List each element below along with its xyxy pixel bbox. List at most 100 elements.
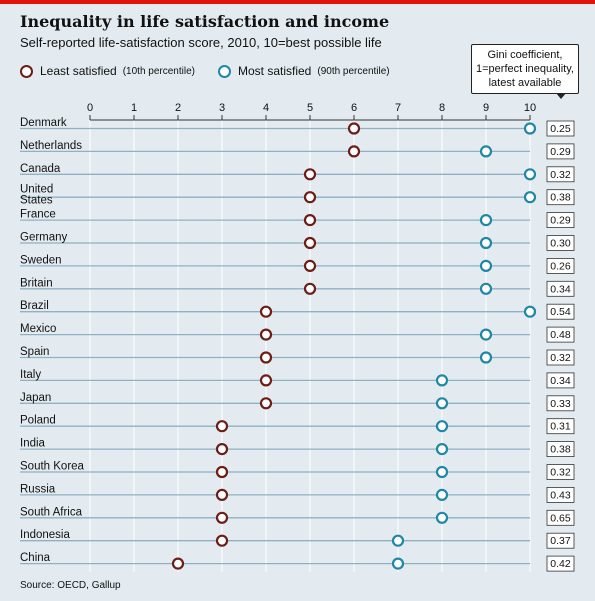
gini-value: 0.29 bbox=[550, 146, 571, 158]
most-satisfied-point bbox=[435, 511, 449, 524]
gini-note-line2: 1=perfect inequality, bbox=[476, 63, 574, 75]
country-label-line: Brazil bbox=[20, 300, 49, 312]
gini-value-box bbox=[546, 303, 575, 320]
country-label: Germany bbox=[20, 232, 68, 244]
most-satisfied-point bbox=[435, 465, 449, 479]
least-satisfied-point bbox=[259, 374, 273, 387]
most-satisfied-point bbox=[391, 534, 405, 547]
country-label: India bbox=[20, 438, 46, 450]
gini-value-box bbox=[546, 395, 575, 412]
country-label: Indonesia bbox=[20, 529, 70, 541]
accent-rule bbox=[0, 0, 595, 4]
most-satisfied-point bbox=[479, 328, 493, 341]
country-label-line: United bbox=[20, 184, 53, 196]
gini-value: 0.30 bbox=[550, 238, 571, 250]
country-label: Britain bbox=[20, 277, 53, 289]
gini-value-box bbox=[546, 189, 575, 206]
country-label: Russia bbox=[20, 483, 56, 495]
x-tick-label: 6 bbox=[351, 102, 357, 114]
country-label: Poland bbox=[20, 415, 56, 427]
gini-note-box: Gini coefficient, 1=perfect inequality, … bbox=[471, 44, 579, 94]
country-label: Netherlands bbox=[20, 140, 82, 152]
x-tick-label: 9 bbox=[483, 102, 489, 114]
legend-most-note: (90th percentile) bbox=[317, 65, 390, 77]
least-satisfied-point bbox=[347, 145, 361, 158]
country-label-line: Sweden bbox=[20, 254, 62, 266]
gini-value-box bbox=[546, 532, 575, 549]
country-label-line: South Korea bbox=[20, 461, 85, 473]
country-label-line: Germany bbox=[20, 232, 68, 244]
country-label: Sweden bbox=[20, 254, 62, 266]
country-label-line: Netherlands bbox=[20, 140, 82, 152]
most-satisfied-point bbox=[391, 557, 405, 570]
legend-most-marker bbox=[218, 64, 231, 78]
gini-value-box bbox=[546, 441, 575, 458]
country-label-line: Italy bbox=[20, 369, 41, 381]
gini-value-box bbox=[546, 555, 575, 572]
most-satisfied-point bbox=[435, 443, 449, 456]
most-satisfied-point bbox=[435, 420, 449, 433]
most-satisfied-point bbox=[479, 259, 493, 272]
x-tick-label: 5 bbox=[307, 102, 313, 114]
country-label-line: Mexico bbox=[20, 323, 56, 335]
least-satisfied-point bbox=[215, 511, 229, 524]
country-label-line: Britain bbox=[20, 277, 53, 289]
gini-value-box bbox=[546, 120, 575, 137]
x-tick-label: 3 bbox=[219, 102, 225, 114]
country-label-line: India bbox=[20, 438, 46, 450]
gini-value-box bbox=[546, 280, 575, 297]
gini-value-box bbox=[546, 326, 575, 343]
country-label-line: Russia bbox=[20, 483, 56, 495]
gini-value: 0.37 bbox=[550, 535, 571, 547]
gini-value: 0.65 bbox=[550, 512, 571, 524]
gini-value-box bbox=[546, 166, 575, 183]
most-satisfied-point bbox=[523, 168, 537, 181]
least-satisfied-point bbox=[259, 305, 273, 318]
country-label-line: France bbox=[20, 209, 56, 221]
x-tick-label: 2 bbox=[175, 102, 181, 114]
gini-value: 0.48 bbox=[550, 329, 571, 341]
gini-note-line3: latest available bbox=[488, 77, 562, 89]
country-label: Brazil bbox=[20, 300, 49, 312]
country-label: South Korea bbox=[20, 461, 85, 473]
least-satisfied-point bbox=[347, 122, 361, 135]
gini-value-box bbox=[546, 143, 575, 160]
least-satisfied-point bbox=[303, 168, 317, 181]
chart-subtitle: Self-reported life-satisfaction score, 2… bbox=[20, 35, 382, 50]
country-label: Spain bbox=[20, 346, 49, 358]
least-satisfied-point bbox=[303, 214, 317, 227]
gini-note-line1: Gini coefficient, bbox=[487, 49, 563, 61]
gini-value: 0.32 bbox=[550, 169, 571, 181]
legend-least: Least satisfied (10th percentile) bbox=[20, 64, 195, 78]
x-tick-label: 8 bbox=[439, 102, 445, 114]
least-satisfied-point bbox=[303, 282, 317, 295]
gini-value: 0.42 bbox=[550, 558, 571, 570]
country-label-line: Japan bbox=[20, 392, 51, 404]
legend-least-marker bbox=[20, 64, 33, 78]
gini-value-box bbox=[546, 464, 575, 480]
most-satisfied-point bbox=[435, 488, 449, 501]
most-satisfied-point bbox=[435, 397, 449, 410]
gini-value: 0.32 bbox=[550, 467, 571, 479]
country-label-line: States bbox=[20, 195, 53, 207]
gini-value-box bbox=[546, 418, 575, 435]
country-label: Italy bbox=[20, 369, 41, 381]
least-satisfied-point bbox=[303, 191, 317, 204]
gini-value: 0.33 bbox=[550, 398, 571, 410]
country-label-line: Denmark bbox=[20, 117, 67, 129]
gini-value: 0.34 bbox=[550, 375, 571, 387]
country-label-line: Spain bbox=[20, 346, 49, 358]
legend-most: Most satisfied (90th percentile) bbox=[218, 64, 390, 78]
gini-value: 0.26 bbox=[550, 260, 571, 272]
x-tick-label: 7 bbox=[395, 102, 401, 114]
gini-value: 0.38 bbox=[550, 444, 571, 456]
gini-value-box bbox=[546, 486, 575, 503]
country-label: Denmark bbox=[20, 117, 67, 129]
country-label: Japan bbox=[20, 392, 51, 404]
least-satisfied-point bbox=[215, 420, 229, 433]
country-label-line: South Africa bbox=[20, 506, 83, 518]
country-label-line: China bbox=[20, 552, 51, 564]
gini-value-box bbox=[546, 509, 575, 526]
country-label: Canada bbox=[20, 163, 61, 175]
